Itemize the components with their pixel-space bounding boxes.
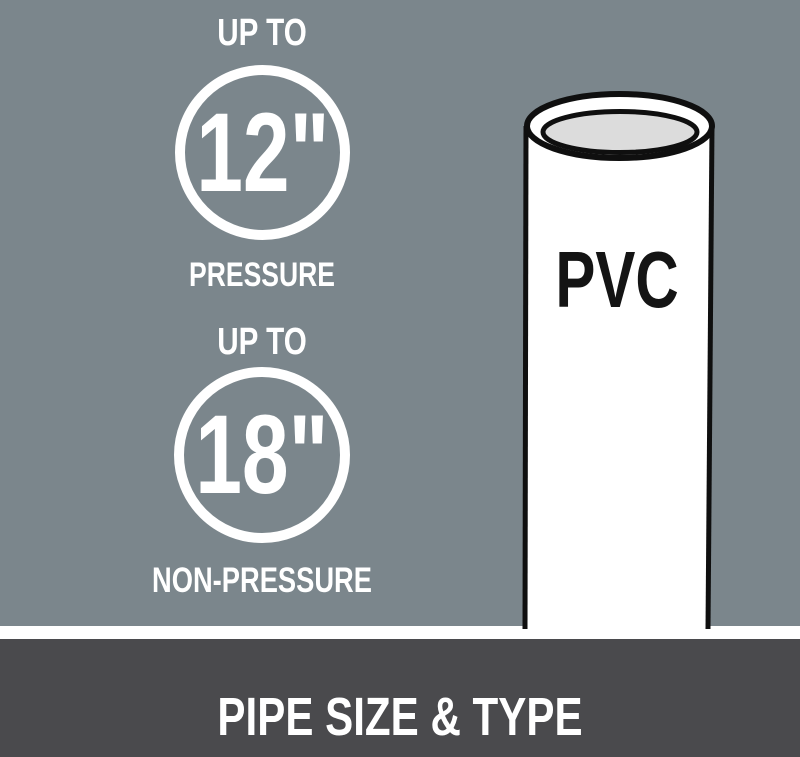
pipe-right-edge [705, 125, 715, 630]
banner-title: PIPE SIZE & TYPE [217, 687, 583, 747]
up-to-label-pressure: UP TO [217, 12, 307, 54]
size-value-12in: 12" [195, 89, 330, 215]
pipe-bore [540, 109, 700, 155]
size-circle-12in: 12" [175, 65, 350, 240]
pipe-material-label: PVC [555, 235, 679, 324]
non-pressure-label: NON-PRESSURE [152, 561, 372, 600]
size-value-18in: 18" [195, 392, 329, 517]
pressure-label: PRESSURE [189, 256, 335, 294]
pipe-left-edge [522, 125, 529, 630]
divider-stripe [0, 626, 800, 639]
pipe-body [525, 126, 712, 626]
size-circle-18in: 18" [174, 367, 350, 543]
bottom-banner: PIPE SIZE & TYPE [0, 639, 800, 757]
pipe-illustration [522, 91, 715, 630]
up-to-label-non-pressure: UP TO [217, 321, 307, 363]
